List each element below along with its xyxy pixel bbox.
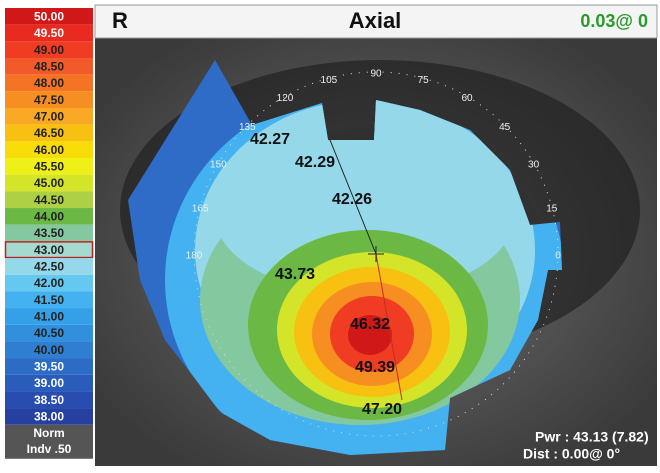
scale-label: 49.50 [34, 26, 64, 40]
angle-label: 150 [210, 160, 227, 171]
map-value: 42.26 [332, 191, 372, 208]
scale-label: 50.00 [34, 10, 64, 24]
scale-label: 44.00 [34, 210, 64, 224]
angle-label: 165 [192, 204, 209, 215]
map-mode: Axial [349, 8, 402, 33]
scale-step: Indv .50 [27, 442, 72, 456]
scale-label: 41.00 [34, 310, 64, 324]
scale-label: 38.50 [34, 393, 64, 407]
map-value: 49.39 [355, 359, 395, 376]
reading: 0.03@ 0 [580, 11, 648, 31]
scale-label: 41.50 [34, 293, 64, 307]
scale-norm: Norm [33, 426, 64, 440]
angle-label: 180 [186, 251, 203, 262]
angle-label: 30 [528, 160, 540, 171]
topography-screen: R Axial 0.03@ 0 Pwr : 43.13 (7.82) Dist … [0, 0, 660, 468]
distance: Dist : 0.00@ 0° [523, 446, 620, 462]
map-value: 46.32 [350, 316, 390, 333]
angle-label: 120 [277, 93, 294, 104]
map-value: 42.29 [295, 154, 335, 171]
scale-label: 43.00 [34, 243, 64, 257]
map-value: 47.20 [362, 401, 402, 418]
scale-label: 48.00 [34, 76, 64, 90]
scale-label: 40.50 [34, 326, 64, 340]
scale-label: 42.50 [34, 260, 64, 274]
eye-side: R [112, 8, 128, 33]
scale-label: 43.50 [34, 226, 64, 240]
scale-label: 46.00 [34, 143, 64, 157]
scale-label: 38.00 [34, 410, 64, 424]
scale-label: 45.00 [34, 176, 64, 190]
scale-label: 45.50 [34, 160, 64, 174]
scale-label: 42.00 [34, 276, 64, 290]
angle-label: 15 [546, 204, 558, 215]
scale-label: 44.50 [34, 193, 64, 207]
angle-label: 0 [555, 251, 561, 262]
scale-label: 48.50 [34, 60, 64, 74]
map-value: 43.73 [275, 266, 315, 283]
scale-label: 39.50 [34, 360, 64, 374]
angle-label: 60 [461, 93, 473, 104]
page: R Axial 0.03@ 0 Pwr : 43.13 (7.82) Dist … [0, 0, 660, 468]
map-value: 42.27 [250, 131, 290, 148]
angle-label: 105 [321, 75, 338, 86]
scale-label: 49.00 [34, 43, 64, 57]
color-scale: 50.00 49.50 49.00 48.50 48.00 47.50 47.00 46.50… [5, 8, 93, 459]
angle-label: 90 [370, 69, 382, 80]
angle-label: 45 [499, 122, 511, 133]
angle-label: 75 [418, 75, 430, 86]
scale-label: 40.00 [34, 343, 64, 357]
power: Pwr : 43.13 (7.82) [535, 429, 649, 445]
scale-label: 47.00 [34, 110, 64, 124]
scale-label: 46.50 [34, 126, 64, 140]
scale-label: 47.50 [34, 93, 64, 107]
scale-label: 39.00 [34, 376, 64, 390]
